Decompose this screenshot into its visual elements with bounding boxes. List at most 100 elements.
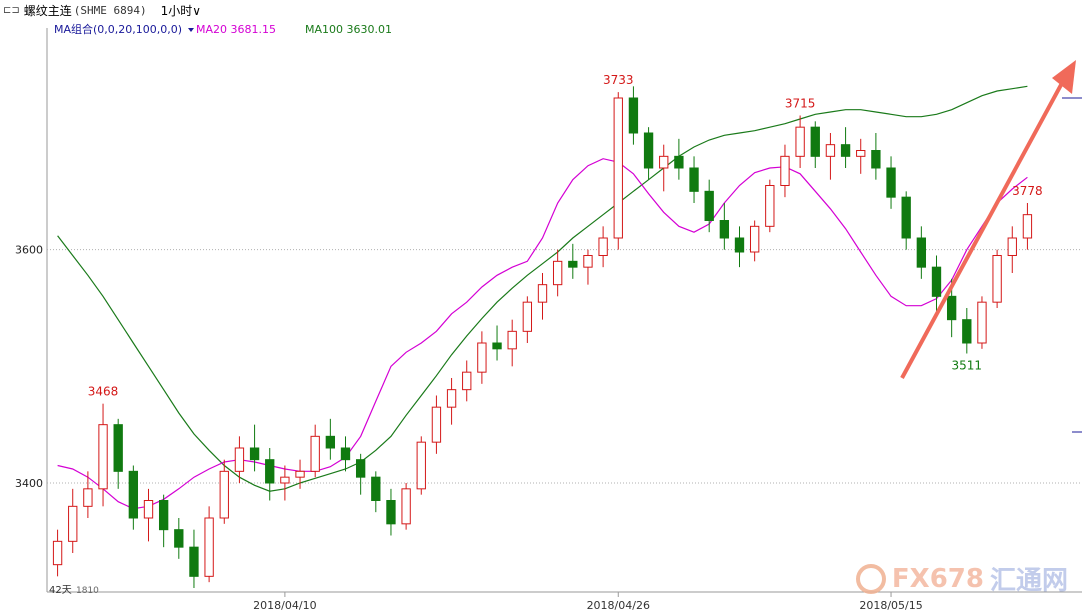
legend-ma100: MA100 3630.01 xyxy=(305,23,392,36)
ma20-line xyxy=(57,158,1028,510)
legend-ma20: MA20 3681.15 xyxy=(196,23,276,36)
candle-body xyxy=(598,237,608,256)
ma100-line xyxy=(57,85,1028,492)
legend-ma-group: MA组合(0,0,20,100,0,0) xyxy=(54,22,182,36)
candle xyxy=(83,471,93,518)
candle-body xyxy=(325,435,336,449)
candle xyxy=(598,226,608,268)
candle-body xyxy=(158,500,169,531)
candle-body xyxy=(1007,237,1017,256)
candle xyxy=(901,191,911,250)
title-bar: ⊏⊐ 螺纹主连 (SHME 6894) 1小时∨ xyxy=(0,0,1082,21)
candle-body xyxy=(734,237,745,253)
candle xyxy=(52,529,63,577)
candles xyxy=(52,86,1033,588)
candle xyxy=(174,518,184,559)
candle-body xyxy=(780,155,790,186)
candle-body xyxy=(477,342,487,373)
candle-body xyxy=(340,447,351,461)
candle-body xyxy=(401,488,411,525)
period-selector[interactable]: 1小时∨ xyxy=(161,2,201,19)
candle xyxy=(325,418,336,460)
candle xyxy=(810,121,820,168)
candle-body xyxy=(992,255,1002,303)
candle-body xyxy=(916,237,927,268)
candle xyxy=(295,459,305,489)
candle xyxy=(765,179,775,233)
candle xyxy=(795,115,805,168)
candle-body xyxy=(98,424,108,490)
x-tick-label: 2018/05/15 xyxy=(859,599,922,611)
price-annotations: 3468 3733 3715 3511 3778 xyxy=(88,73,1043,398)
candle xyxy=(886,156,896,209)
candle xyxy=(522,296,533,343)
candle xyxy=(492,325,502,361)
candle-body xyxy=(719,220,730,239)
candle-body xyxy=(265,459,275,484)
candle xyxy=(234,436,245,483)
candle xyxy=(446,378,457,425)
x-tick-label: 2018/04/26 xyxy=(587,599,650,611)
candle xyxy=(825,133,836,180)
candle xyxy=(249,424,260,472)
candle-body xyxy=(962,319,972,344)
watermark-cn: 汇通网 xyxy=(989,566,1068,596)
candle-body xyxy=(386,500,396,525)
candle xyxy=(659,144,669,192)
candle-body xyxy=(128,470,139,519)
instrument-code: (SHME 6894) xyxy=(73,3,147,17)
candle xyxy=(962,308,972,354)
candle xyxy=(856,138,866,174)
y-tick-3600: 3600 xyxy=(15,244,43,257)
candle xyxy=(992,249,1002,308)
candle-body xyxy=(825,144,836,157)
candle xyxy=(355,453,366,495)
candle-body xyxy=(871,150,881,169)
chart-menu-icon[interactable]: ⊏⊐ xyxy=(3,4,20,16)
candle-body xyxy=(810,126,820,157)
candle xyxy=(537,273,548,320)
candle-body xyxy=(431,406,442,443)
candle xyxy=(416,436,426,495)
candle-body xyxy=(659,155,669,169)
candle xyxy=(477,331,487,384)
candle xyxy=(462,360,472,402)
candle xyxy=(674,138,684,180)
ma-legend: MA组合(0,0,20,100,0,0) MA20 3681.15 MA100 … xyxy=(54,22,392,36)
candle xyxy=(568,243,578,279)
candle-body xyxy=(795,126,805,157)
candle xyxy=(552,249,563,297)
candle-body xyxy=(704,190,714,221)
chart-background xyxy=(0,20,1082,611)
candle-body xyxy=(749,225,760,253)
candle xyxy=(219,459,229,524)
candle xyxy=(916,226,927,279)
brand-logo-icon xyxy=(855,563,886,594)
legend-dropdown-icon[interactable] xyxy=(188,28,194,32)
candle-body xyxy=(355,459,366,478)
candle xyxy=(128,465,139,530)
candle-body xyxy=(249,447,260,461)
candle-body xyxy=(83,488,93,507)
candle xyxy=(113,418,123,489)
candle xyxy=(628,86,639,145)
candle xyxy=(143,488,154,542)
candle xyxy=(98,403,108,507)
candle xyxy=(931,255,942,314)
candle-body xyxy=(643,132,654,169)
candle-body xyxy=(522,301,533,332)
candle xyxy=(189,529,199,588)
candle xyxy=(340,436,351,472)
y-tick-labels: 3400 3600 xyxy=(15,244,43,490)
instrument-name: 螺纹主连 xyxy=(23,3,72,18)
candle xyxy=(1007,226,1017,273)
candle xyxy=(583,249,593,285)
candle xyxy=(1022,203,1033,250)
candle-body xyxy=(113,424,123,472)
candle xyxy=(371,471,381,513)
candle-body xyxy=(840,144,851,157)
annotation-3511: 3511 xyxy=(952,359,983,373)
candle xyxy=(780,144,790,198)
candle-body xyxy=(280,476,290,484)
candle-body xyxy=(674,155,684,169)
